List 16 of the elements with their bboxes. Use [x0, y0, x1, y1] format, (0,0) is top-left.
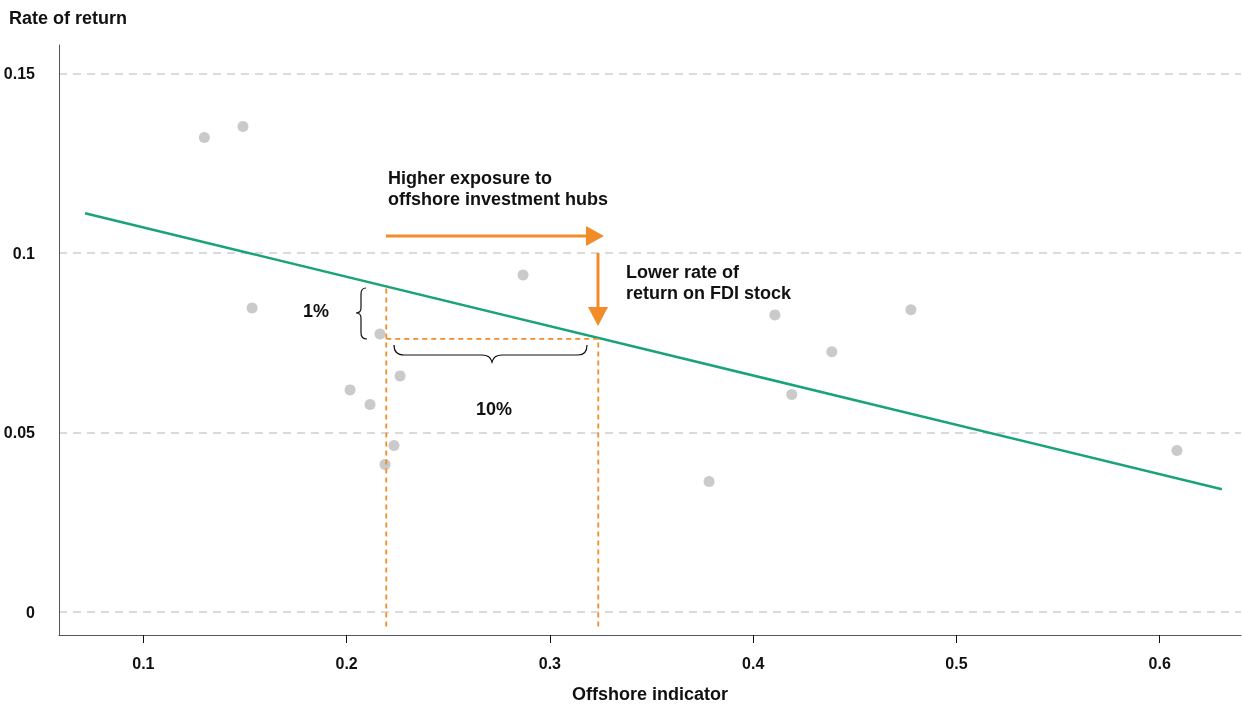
x-axis-title: Offshore indicator [571, 684, 729, 704]
x-tick-label: 0.1 [132, 654, 155, 672]
annotation: 1% [303, 300, 330, 321]
annotation: Lower rate of return on FDI stock [626, 261, 792, 303]
x-tick-label: 0.6 [1148, 654, 1171, 672]
y-tick-label: 0.05 [3, 424, 36, 442]
x-tick-label: 0.3 [538, 654, 562, 672]
x-tick-label: 0.4 [742, 654, 765, 672]
annotation: 10% [476, 398, 513, 419]
x-tick-label: 0.5 [945, 654, 968, 672]
annotation: Higher exposure to offshore investment hubs [388, 167, 609, 209]
y-axis-title: Rate of return [9, 8, 128, 28]
y-tick-label: 0.1 [12, 244, 36, 262]
y-tick-label: 0 [26, 603, 36, 621]
x-tick-label: 0.2 [335, 654, 358, 672]
y-tick-label: 0.15 [3, 65, 36, 83]
